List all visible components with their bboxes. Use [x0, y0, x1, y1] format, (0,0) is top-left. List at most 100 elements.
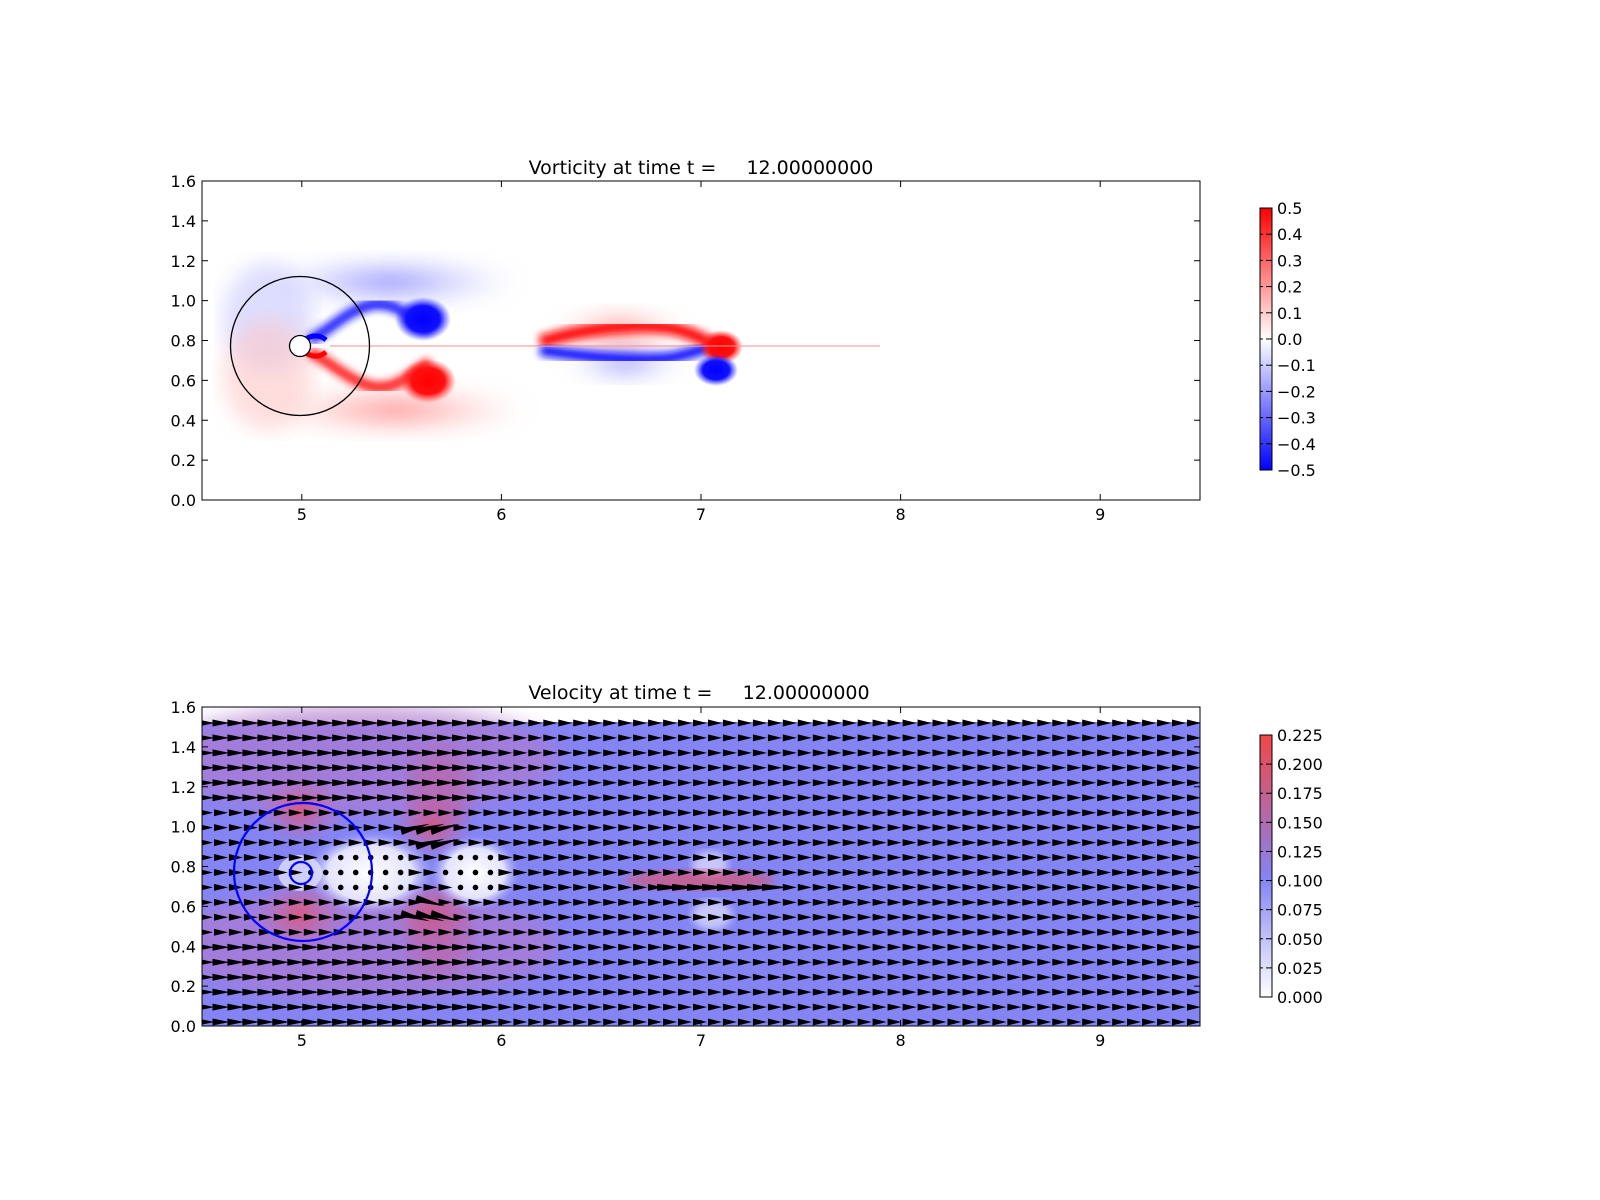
quiver-arrow [1127, 883, 1142, 891]
quiver-arrow [737, 928, 752, 936]
quiver-arrow [288, 883, 303, 891]
quiver-arrow [303, 928, 318, 936]
vorticity-ytick-label: 0.6 [171, 371, 196, 390]
quiver-arrow [977, 913, 992, 921]
quiver-arrow [407, 779, 425, 787]
quiver-arrow [242, 764, 260, 772]
quiver-arrow [603, 839, 618, 847]
quiver-arrow [558, 958, 573, 966]
quiver-arrow [842, 973, 857, 981]
quiver-arrow [468, 809, 483, 817]
quiver-arrow [857, 958, 872, 966]
vorticity-colorbar-label: 0.1 [1277, 304, 1302, 323]
quiver-arrow [1022, 719, 1037, 727]
quiver-arrow [752, 898, 767, 906]
quiver-arrow [333, 913, 348, 921]
quiver-arrow [362, 719, 380, 727]
quiver-arrow [1127, 898, 1142, 906]
quiver-arrow [1172, 928, 1186, 936]
quiver-arrow [857, 824, 872, 832]
quiver-arrow [257, 779, 275, 787]
quiver-arrow [872, 854, 887, 861]
quiver-arrow [708, 824, 722, 832]
quiver-arrow [737, 854, 752, 861]
quiver-arrow [693, 764, 707, 772]
quiver-arrow [1097, 988, 1112, 996]
quiver-arrow [528, 869, 543, 876]
quiver-arrow [737, 913, 752, 921]
quiver-arrow [1082, 1003, 1097, 1011]
velocity-ytick-label: 0.8 [171, 858, 196, 877]
quiver-arrow [227, 988, 245, 996]
quiver-arrow [528, 1003, 543, 1011]
quiver-dot [322, 869, 329, 876]
quiver-arrow [348, 809, 363, 817]
quiver-arrow [243, 898, 258, 906]
quiver-arrow [932, 898, 947, 906]
quiver-arrow [588, 883, 603, 891]
quiver-arrow [243, 869, 258, 876]
quiver-arrow [273, 809, 288, 817]
quiver-arrow [633, 764, 648, 772]
quiver-arrow [513, 839, 528, 847]
quiver-arrow [1052, 988, 1067, 996]
quiver-arrow [1127, 1003, 1142, 1011]
quiver-dot [397, 854, 404, 861]
quiver-arrow [603, 749, 618, 757]
quiver-arrow [1097, 1003, 1112, 1011]
quiver-arrow [872, 794, 887, 802]
quiver-arrow [543, 883, 558, 891]
quiver-arrow [481, 1003, 499, 1011]
quiver-arrow [1082, 824, 1097, 832]
quiver-arrow [1052, 839, 1067, 847]
quiver-arrow [797, 779, 812, 787]
quiver-arrow [693, 734, 707, 742]
quiver-arrow [767, 913, 782, 921]
quiver-arrow [498, 764, 513, 772]
quiver-arrow [362, 973, 380, 981]
quiver-arrow [202, 974, 215, 980]
quiver-arrow [408, 809, 423, 817]
quiver-arrow [483, 824, 498, 832]
quiver-arrow [872, 824, 887, 832]
quiver-arrow [377, 719, 395, 727]
quiver-arrow [752, 973, 767, 981]
quiver-arrow [633, 988, 648, 996]
quiver-arrow [663, 869, 678, 876]
quiver-arrow [408, 869, 423, 876]
quiver-arrow [302, 1018, 320, 1026]
quiver-arrow [212, 973, 230, 981]
quiver-arrow [543, 719, 558, 727]
quiver-arrow [513, 958, 528, 966]
quiver-arrow [812, 973, 827, 981]
quiver-arrow [1097, 734, 1112, 742]
quiver-arrow [1037, 883, 1052, 891]
quiver-arrow [902, 883, 917, 891]
quiver-arrow [1007, 734, 1022, 742]
quiver-arrow [633, 734, 648, 742]
vorticity-colorbar-label: −0.1 [1277, 356, 1316, 375]
quiver-arrow [1067, 883, 1082, 891]
quiver-arrow [392, 973, 410, 981]
quiver-arrow [408, 854, 423, 861]
velocity-colorbar [1259, 734, 1273, 998]
quiver-arrow [812, 809, 827, 817]
quiver-arrow [513, 734, 528, 742]
quiver-arrow [693, 809, 707, 817]
quiver-arrow [842, 794, 857, 802]
quiver-arrow [1187, 1003, 1200, 1011]
quiver-arrow [588, 1003, 603, 1011]
quiver-arrow [287, 1003, 305, 1011]
quiver-arrow [362, 734, 380, 742]
quiver-arrow [1022, 764, 1037, 772]
quiver-arrow [1022, 943, 1037, 951]
quiver-arrow [737, 779, 752, 787]
quiver-arrow [902, 943, 917, 951]
quiver-arrow [1082, 734, 1097, 742]
quiver-arrow [962, 809, 977, 817]
quiver-dot [397, 869, 404, 876]
quiver-arrow [678, 794, 692, 802]
quiver-arrow [558, 764, 573, 772]
quiver-arrow [1097, 854, 1112, 861]
quiver-arrow [1007, 749, 1022, 757]
